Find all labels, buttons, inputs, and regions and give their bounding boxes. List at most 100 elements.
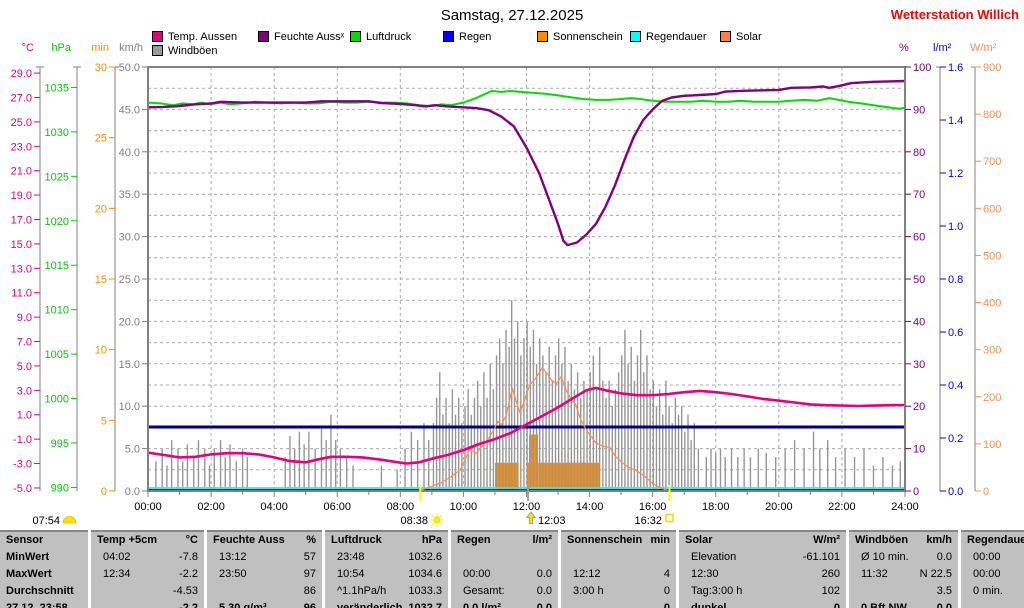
temp-tick-label: 13.0 <box>11 263 32 275</box>
cell-value: 0.0 <box>936 602 952 608</box>
min-axis-unit: min <box>91 42 109 54</box>
table-row: 13:12 57 <box>207 549 322 566</box>
cell-value: °C <box>185 534 198 546</box>
hpa-tick-label: 1035 <box>45 82 69 94</box>
cell-label: 5.30 g/m³ <box>219 602 267 608</box>
table-row: 23:50 97 <box>207 566 322 583</box>
x-axis-label: 14:00 <box>576 501 604 513</box>
temp-tick-label: -5.0 <box>13 483 32 495</box>
cell-label <box>967 600 973 608</box>
station-name: Wetterstation Willich <box>890 7 1019 22</box>
cell-label: Solar <box>685 534 713 546</box>
hpa-axis-unit: hPa <box>51 42 71 54</box>
min-tick-label: 15 <box>95 274 107 286</box>
min-tick-label: 10 <box>95 345 107 357</box>
min-tick-label: 25 <box>95 133 107 145</box>
feuchte-aussen-line <box>147 79 906 247</box>
row-label-text: 27.12. 23:58 <box>6 602 68 608</box>
temp-aussen-line <box>147 386 906 465</box>
row-label: Durchschnitt <box>0 583 88 600</box>
table-row: 86 <box>207 583 322 600</box>
cell-label: 12:30 <box>691 568 719 580</box>
row-label: 27.12. 23:58 <box>0 600 88 608</box>
page-title: Samstag, 27.12.2025 <box>440 7 584 24</box>
cell-label <box>457 549 463 566</box>
kmh-tick-label: 40.0 <box>119 147 140 159</box>
lm2-tick-label: 0.0 <box>948 486 963 498</box>
table-row: 3:00 h 0 <box>561 583 676 600</box>
lm2-tick-label: 1.6 <box>948 62 963 74</box>
row-label: Sensor <box>0 532 88 549</box>
hpa-tick-label: 1030 <box>45 127 69 139</box>
temp-tick-label: 23.0 <box>11 141 32 153</box>
table-row: 0.0 l/m² 0.0 <box>451 600 558 608</box>
lm2-tick-label: 1.0 <box>948 221 963 233</box>
table-row: 04:02 -7.8 <box>91 549 204 566</box>
table-row: Feuchte Auss% <box>207 532 322 549</box>
table-row: Luftdruck hPa <box>325 532 448 549</box>
sunrise-time: 08:38 <box>400 515 428 527</box>
cell-value: 0 <box>663 585 670 597</box>
min-tick-label: 0 <box>101 486 107 498</box>
cell-value: min <box>650 534 670 546</box>
x-axis-label: 10:00 <box>450 501 478 513</box>
cell-label: Luftdruck <box>331 534 382 546</box>
legend-label: Feuchte Aussˣ <box>274 30 345 43</box>
table-row: 0 Bft NW 0.0 <box>849 600 958 608</box>
table-row: 10:54 1034.6 <box>325 566 448 583</box>
legend-item-0: Temp. Aussen <box>152 30 237 43</box>
lm2-tick-label: 0.6 <box>948 327 963 339</box>
pct-tick-label: 10 <box>913 444 925 456</box>
dawn-time: 07:54 <box>32 515 60 527</box>
hpa-tick-label: 990 <box>51 482 69 494</box>
legend-swatch <box>720 31 731 42</box>
legend-swatch <box>630 31 641 42</box>
stats-col-sonnenschein: Sonnenschein min 12:12 4 3:00 h 0 0 <box>561 530 676 608</box>
temp-tick-label: 5.0 <box>17 361 32 373</box>
lm2-axis-unit: l/m² <box>933 42 952 54</box>
table-row: Gesamt: 0.0 <box>451 583 558 600</box>
temp-axis-unit: °C <box>22 42 34 54</box>
row-label: MaxWert <box>0 566 88 583</box>
cell-label: 10:54 <box>337 568 365 580</box>
row-label-text: MinWert <box>6 551 50 563</box>
table-row: dunkel 0 <box>679 600 846 608</box>
temp-tick-label: 25.0 <box>11 117 32 129</box>
x-axis-label: 18:00 <box>702 501 730 513</box>
pct-axis-unit: % <box>899 42 909 54</box>
table-row <box>961 600 1024 608</box>
pct-tick-label: 40 <box>913 316 925 328</box>
cell-value: -7.8 <box>179 551 198 563</box>
lm2-tick-label: 0.2 <box>948 433 963 445</box>
stats-col-sensor: Sensor MinWert MaxWert Durchschnitt 27.12. 2… <box>0 530 88 608</box>
temp-tick-label: 19.0 <box>11 190 32 202</box>
legend-label: Windböen <box>168 44 218 57</box>
cell-label: 23:50 <box>219 568 247 580</box>
legend-item-6: Solar <box>720 30 762 43</box>
wm2-tick-label: 100 <box>983 439 1001 451</box>
hpa-tick-label: 1005 <box>45 349 69 361</box>
kmh-tick-label: 0.0 <box>125 486 140 498</box>
pct-tick-label: 90 <box>913 104 925 116</box>
table-row: -2.2 <box>91 600 204 608</box>
kmh-tick-label: 50.0 <box>119 62 140 74</box>
cell-label <box>213 583 219 600</box>
legend-swatch <box>537 31 548 42</box>
table-row: Tag:3:00 h 102 <box>679 583 846 600</box>
cell-value: 1034.6 <box>408 568 442 580</box>
table-row: 00:00 <box>961 566 1024 583</box>
sunrise-ray <box>431 514 435 518</box>
cell-value: 0.0 <box>536 602 552 608</box>
pct-tick-label: 60 <box>913 232 925 244</box>
cell-label: Ø 10 min. <box>861 551 909 563</box>
stats-col-windb-en: Windböen km/h Ø 10 min. 0.0 11:32 N 22.5 3.5 0 … <box>849 530 958 608</box>
table-row: 00:00 0.0 <box>451 566 558 583</box>
kmh-tick-label: 20.0 <box>119 316 140 328</box>
temp-tick-label: 9.0 <box>17 312 32 324</box>
cell-value: W/m² <box>813 534 840 546</box>
cell-label <box>567 549 573 566</box>
lm2-tick-label: 1.4 <box>948 115 963 127</box>
pct-tick-label: 80 <box>913 147 925 159</box>
cell-value: 102 <box>821 585 840 597</box>
x-axis-label: 12:00 <box>513 501 541 513</box>
